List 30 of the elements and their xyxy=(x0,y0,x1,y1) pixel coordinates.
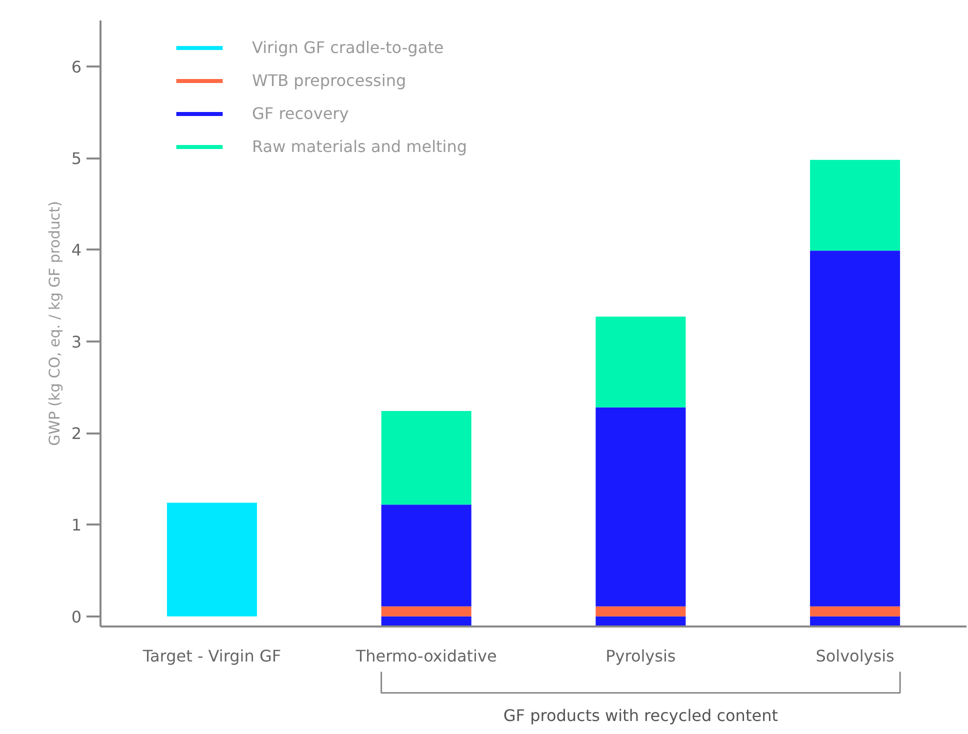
y-tick-label: 6 xyxy=(71,57,82,76)
y-tick-label: 5 xyxy=(71,149,82,168)
bar xyxy=(381,616,472,626)
bar xyxy=(166,502,257,616)
bar xyxy=(381,606,472,616)
y-tick-label: 0 xyxy=(71,607,82,626)
bar xyxy=(810,160,900,251)
bar xyxy=(810,606,900,616)
bar xyxy=(810,616,900,626)
x-tick-label: Pyrolysis xyxy=(606,646,676,666)
y-tick-label: 4 xyxy=(71,240,82,260)
bar xyxy=(596,316,686,408)
legend-label: Virign GF cradle-to-gate xyxy=(252,38,444,57)
bar xyxy=(596,407,686,606)
y-axis-title: GWP (kg CO, eq. / kg GF product) xyxy=(46,201,64,446)
y-tick-label: 2 xyxy=(71,424,82,444)
x-tick-label: Solvolysis xyxy=(816,646,894,666)
text: GF products with recycled content xyxy=(503,706,778,725)
x-tick-label: Thermo-oxidative xyxy=(354,646,497,666)
y-tick-label: 3 xyxy=(71,332,82,352)
bar xyxy=(596,616,686,626)
bar xyxy=(381,504,472,606)
bar xyxy=(810,250,900,606)
y-tick-label: 1 xyxy=(71,516,82,535)
bar xyxy=(381,411,472,505)
x-tick-label: Target - Virgin GF xyxy=(142,646,282,666)
legend-label: Raw materials and melting xyxy=(252,137,468,156)
legend-label: GF recovery xyxy=(252,104,349,123)
bar xyxy=(596,606,686,616)
legend-label: WTB preprocessing xyxy=(252,71,406,90)
